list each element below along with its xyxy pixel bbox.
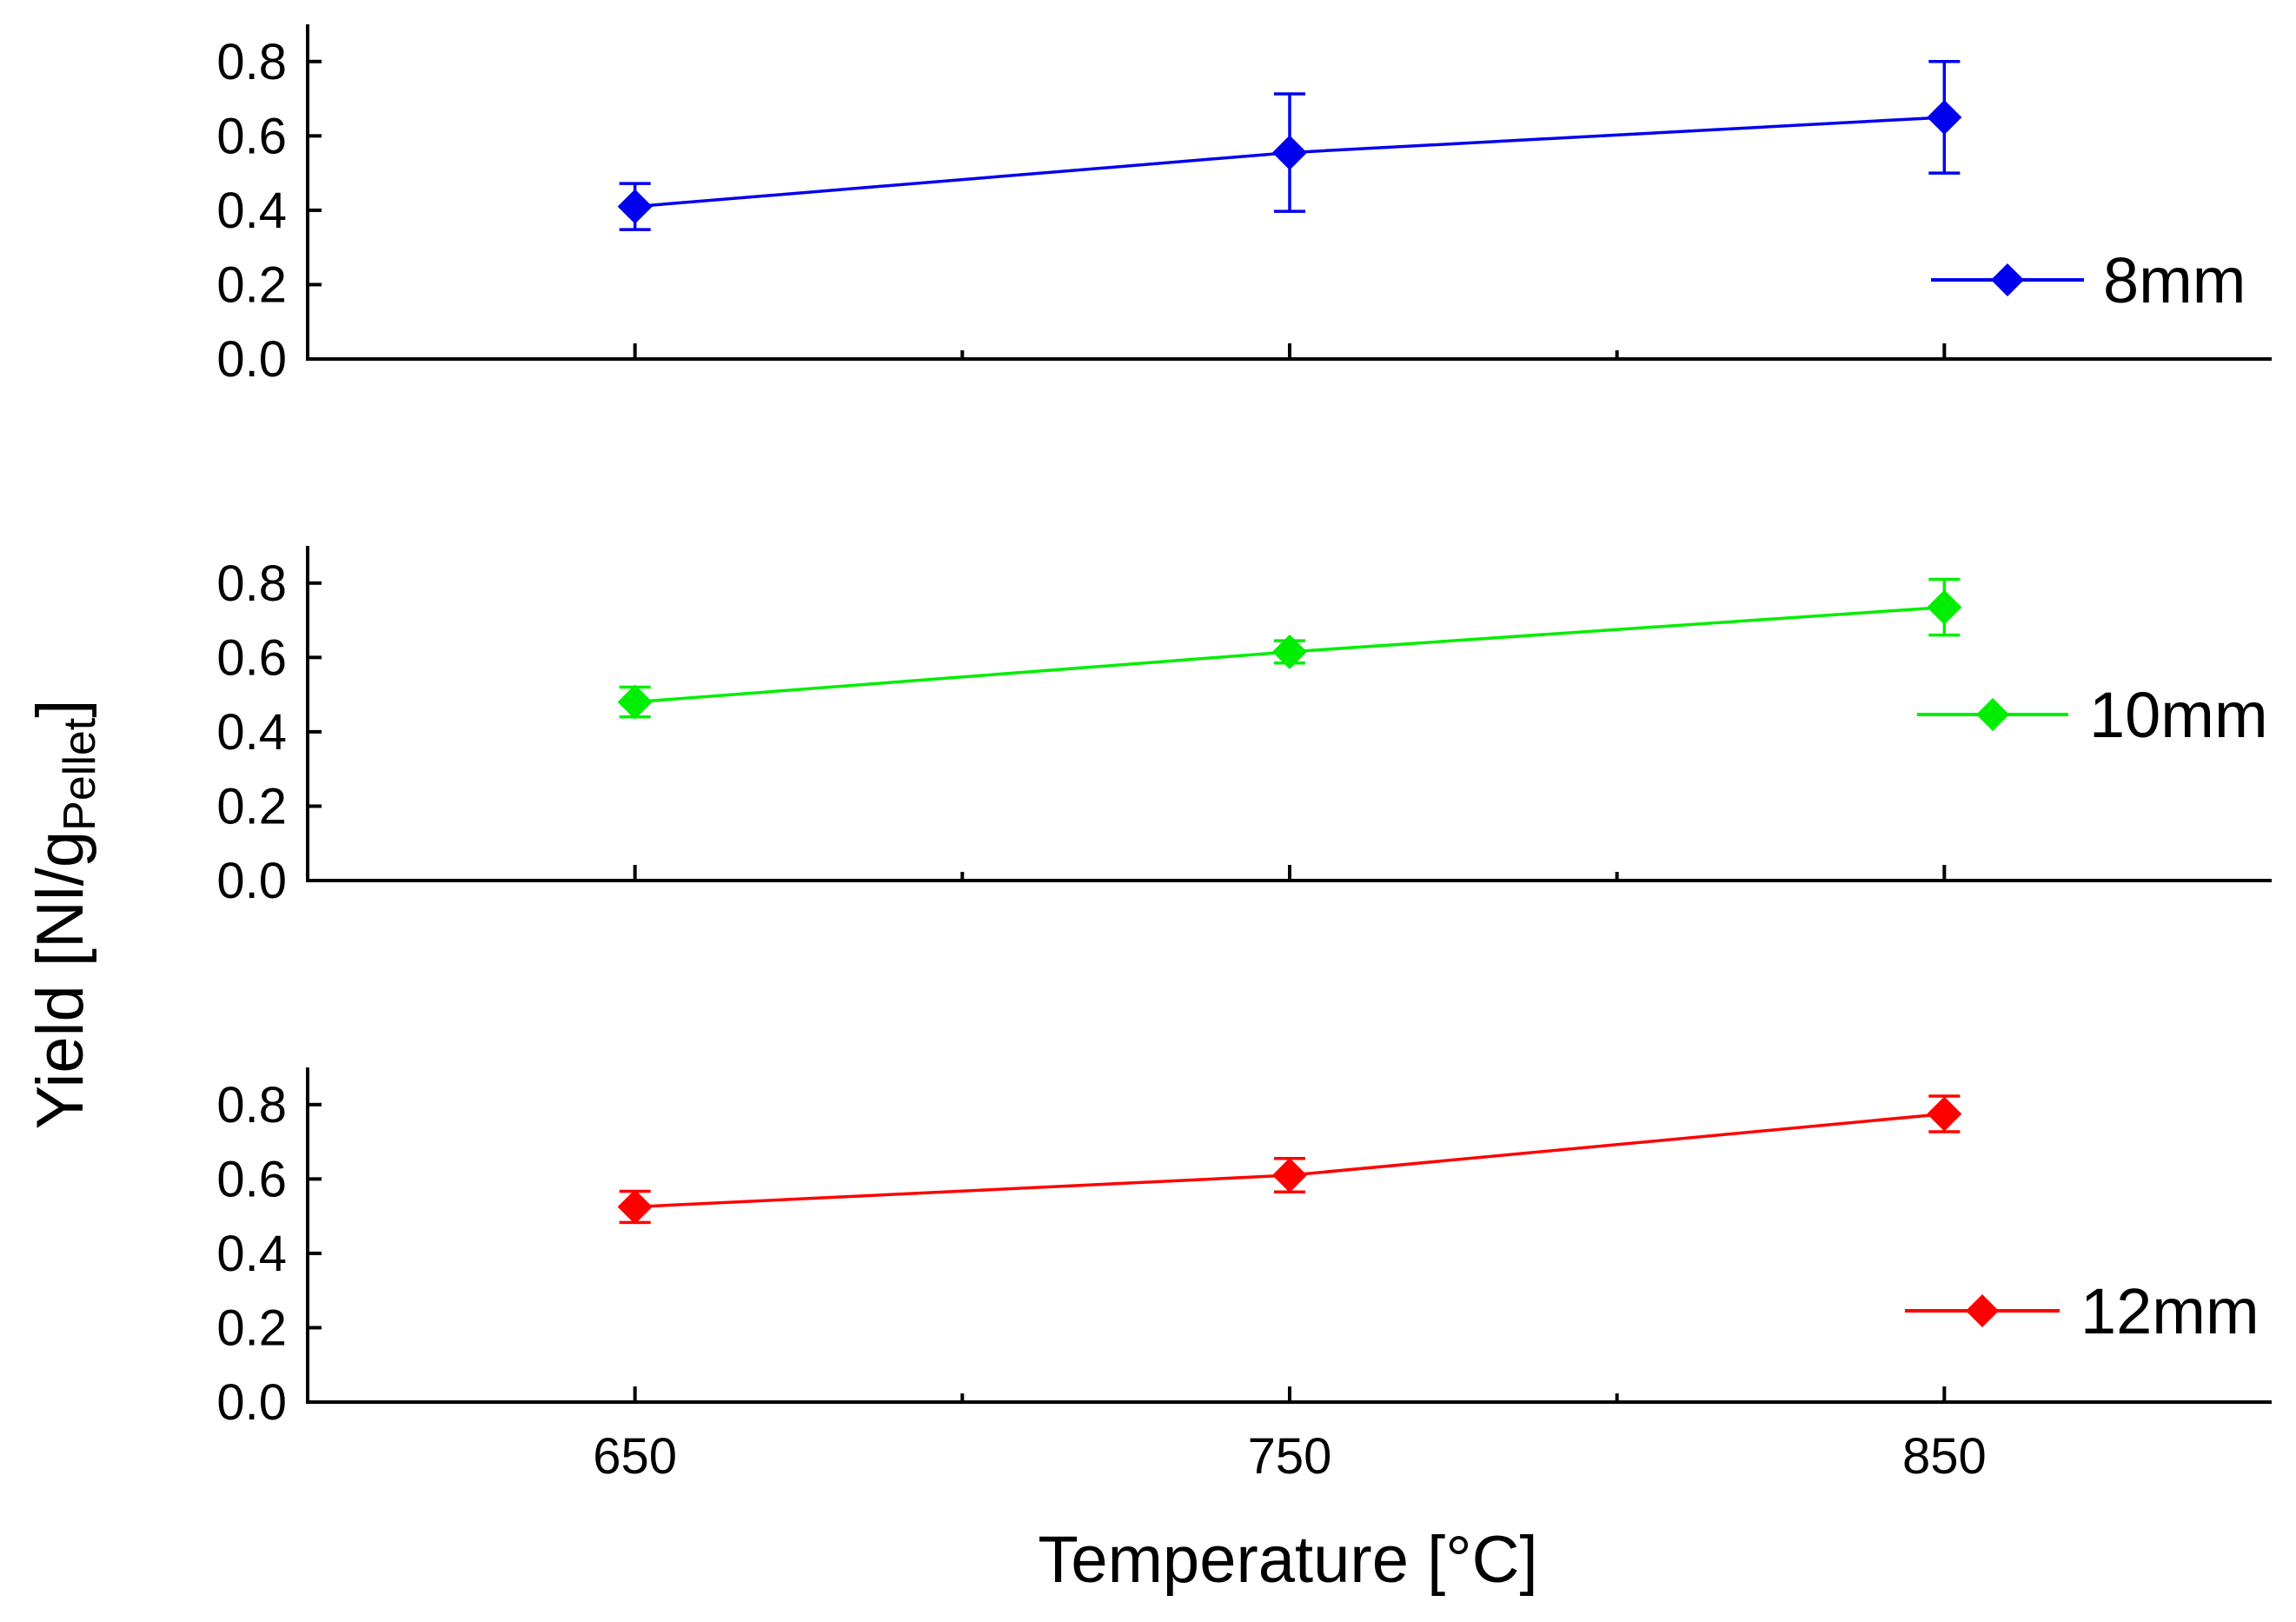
data-point <box>1272 1158 1307 1193</box>
y-tick-label: 0.2 <box>216 1300 287 1356</box>
y-tick-label: 0.6 <box>216 1151 287 1207</box>
legend-10mm: 10mm <box>1917 679 2268 751</box>
panel-12mm: 0.0 0.2 0.4 0.6 0.8 12mm <box>216 1067 2272 1431</box>
legend-label: 12mm <box>2080 1275 2260 1347</box>
x-tick-label: 750 <box>1248 1428 1332 1485</box>
data-point <box>1272 634 1307 669</box>
y-axis-title-main: Yield [Nl/g <box>23 831 97 1130</box>
y-axis-title-subscript: Pellet <box>55 717 105 831</box>
y-tick-label: 0.2 <box>216 778 287 834</box>
y-tick-label: 0.8 <box>216 555 287 612</box>
x-tick-label: 650 <box>593 1428 677 1485</box>
y-axis-title: Yield [Nl/gPellet] <box>23 700 105 1130</box>
x-axis-title: Temperature [°C] <box>1038 1523 1537 1597</box>
data-point <box>1927 1096 1962 1132</box>
y-tick-label: 0.4 <box>216 1226 287 1282</box>
legend-label: 8mm <box>2103 244 2246 316</box>
y-tick-label: 0.6 <box>216 108 287 164</box>
legend-marker <box>1966 1294 1999 1327</box>
legend-8mm: 8mm <box>1931 244 2246 316</box>
legend-marker <box>1976 698 2009 731</box>
data-point <box>1927 589 1962 625</box>
y-tick-label: 0.8 <box>216 34 287 90</box>
y-tick-label: 0.8 <box>216 1077 287 1133</box>
panel-8mm: 0.0 0.2 0.4 0.6 0.8 8mm <box>216 24 2272 388</box>
y-tick-label: 0.4 <box>216 183 287 239</box>
y-tick-label: 0.6 <box>216 629 287 686</box>
y-tick-label: 0.0 <box>216 1374 287 1431</box>
data-point <box>1927 99 1962 135</box>
legend-label: 10mm <box>2089 679 2268 751</box>
data-point <box>617 1189 653 1225</box>
y-tick-label: 0.0 <box>216 331 287 388</box>
y-tick-label: 0.0 <box>216 853 287 909</box>
data-point <box>617 684 653 720</box>
y-axis-title-close: ] <box>23 700 97 718</box>
legend-marker <box>1991 263 2024 296</box>
y-tick-label: 0.4 <box>216 704 287 761</box>
x-tick-label: 850 <box>1902 1428 1987 1485</box>
y-tick-label: 0.2 <box>216 256 287 313</box>
panel-10mm: 0.0 0.2 0.4 0.6 0.8 10mm <box>216 546 2272 909</box>
legend-12mm: 12mm <box>1905 1275 2260 1347</box>
data-point <box>617 189 653 224</box>
data-point <box>1272 135 1307 170</box>
